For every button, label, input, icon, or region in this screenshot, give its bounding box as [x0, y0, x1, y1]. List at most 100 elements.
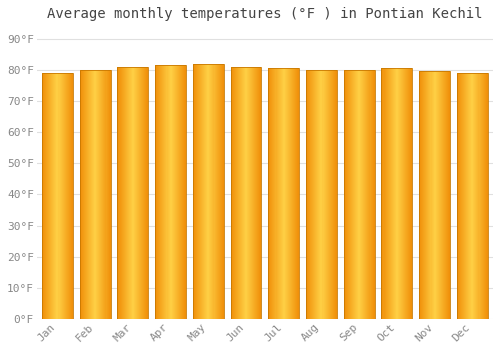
Bar — [230, 67, 232, 319]
Bar — [441, 71, 442, 319]
Bar — [322, 70, 324, 319]
Bar — [193, 64, 194, 319]
Bar — [285, 68, 286, 319]
Bar — [404, 68, 405, 319]
Bar — [346, 70, 347, 319]
Bar — [355, 70, 356, 319]
Bar — [158, 65, 160, 319]
Bar — [202, 64, 203, 319]
Bar — [444, 71, 445, 319]
Bar — [361, 70, 362, 319]
Bar — [438, 71, 440, 319]
Bar — [360, 70, 361, 319]
Bar — [468, 73, 469, 319]
Bar — [296, 68, 297, 319]
Bar — [460, 73, 461, 319]
Bar — [56, 73, 58, 319]
Bar — [449, 71, 450, 319]
Bar — [290, 68, 291, 319]
Bar — [218, 64, 220, 319]
Bar — [136, 67, 137, 319]
Bar — [295, 68, 296, 319]
Bar — [382, 68, 412, 319]
Bar — [432, 71, 434, 319]
Bar — [230, 67, 262, 319]
Bar — [465, 73, 466, 319]
Bar — [182, 65, 183, 319]
Bar — [172, 65, 174, 319]
Bar — [208, 64, 210, 319]
Bar — [184, 65, 185, 319]
Bar — [260, 67, 262, 319]
Bar — [176, 65, 177, 319]
Bar — [43, 73, 44, 319]
Bar — [195, 64, 196, 319]
Bar — [326, 70, 328, 319]
Bar — [49, 73, 50, 319]
Bar — [402, 68, 403, 319]
Bar — [124, 67, 126, 319]
Bar — [406, 68, 407, 319]
Bar — [245, 67, 246, 319]
Bar — [130, 67, 131, 319]
Bar — [368, 70, 370, 319]
Bar — [405, 68, 406, 319]
Bar — [352, 70, 353, 319]
Bar — [128, 67, 129, 319]
Bar — [287, 68, 288, 319]
Bar — [395, 68, 396, 319]
Bar — [85, 70, 86, 319]
Bar — [333, 70, 334, 319]
Bar — [206, 64, 208, 319]
Bar — [318, 70, 320, 319]
Bar — [480, 73, 482, 319]
Bar — [239, 67, 240, 319]
Bar — [419, 71, 450, 319]
Bar — [447, 71, 448, 319]
Bar — [334, 70, 335, 319]
Bar — [72, 73, 73, 319]
Bar — [390, 68, 392, 319]
Bar — [42, 73, 43, 319]
Bar — [198, 64, 199, 319]
Bar — [469, 73, 470, 319]
Bar — [284, 68, 285, 319]
Bar — [282, 68, 284, 319]
Bar — [457, 73, 458, 319]
Bar — [486, 73, 488, 319]
Bar — [89, 70, 90, 319]
Bar — [467, 73, 468, 319]
Bar — [80, 70, 110, 319]
Bar — [177, 65, 178, 319]
Bar — [312, 70, 313, 319]
Bar — [42, 73, 73, 319]
Bar — [96, 70, 97, 319]
Bar — [234, 67, 236, 319]
Bar — [244, 67, 245, 319]
Bar — [353, 70, 354, 319]
Bar — [410, 68, 412, 319]
Bar — [388, 68, 390, 319]
Bar — [256, 67, 258, 319]
Bar — [84, 70, 85, 319]
Bar — [358, 70, 359, 319]
Bar — [320, 70, 322, 319]
Bar — [354, 70, 355, 319]
Bar — [129, 67, 130, 319]
Bar — [347, 70, 348, 319]
Bar — [292, 68, 293, 319]
Bar — [308, 70, 309, 319]
Bar — [359, 70, 360, 319]
Bar — [426, 71, 428, 319]
Bar — [252, 67, 253, 319]
Bar — [82, 70, 83, 319]
Bar — [54, 73, 56, 319]
Bar — [50, 73, 51, 319]
Bar — [160, 65, 162, 319]
Bar — [193, 64, 224, 319]
Bar — [157, 65, 158, 319]
Bar — [185, 65, 186, 319]
Bar — [336, 70, 337, 319]
Bar — [446, 71, 447, 319]
Bar — [253, 67, 254, 319]
